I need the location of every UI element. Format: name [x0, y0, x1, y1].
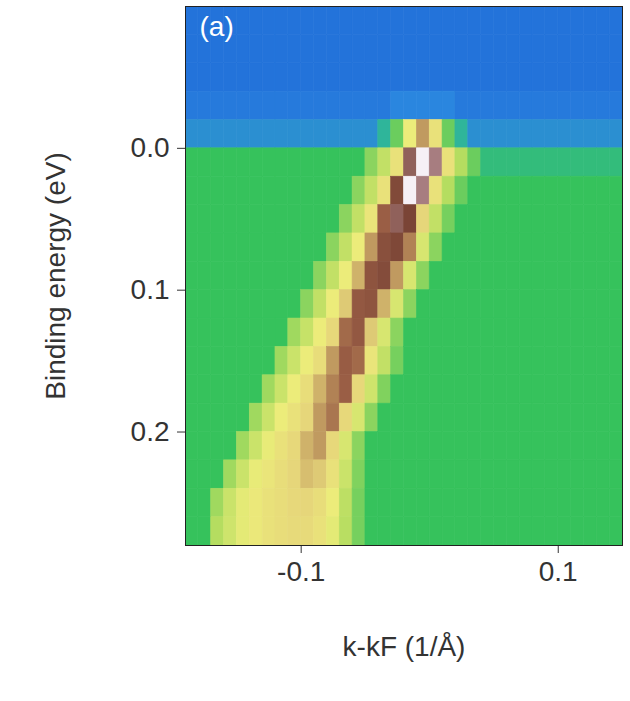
svg-text:0.2: 0.2	[131, 416, 170, 447]
svg-text:-0.1: -0.1	[277, 556, 325, 587]
svg-text:Binding energy (eV): Binding energy (eV)	[40, 152, 71, 399]
svg-text:0.1: 0.1	[539, 556, 578, 587]
svg-text:(a): (a)	[200, 11, 234, 42]
svg-text:0.1: 0.1	[131, 274, 170, 305]
svg-text:k-kF (1/Å): k-kF (1/Å)	[343, 631, 466, 662]
svg-text:0.0: 0.0	[131, 132, 170, 163]
